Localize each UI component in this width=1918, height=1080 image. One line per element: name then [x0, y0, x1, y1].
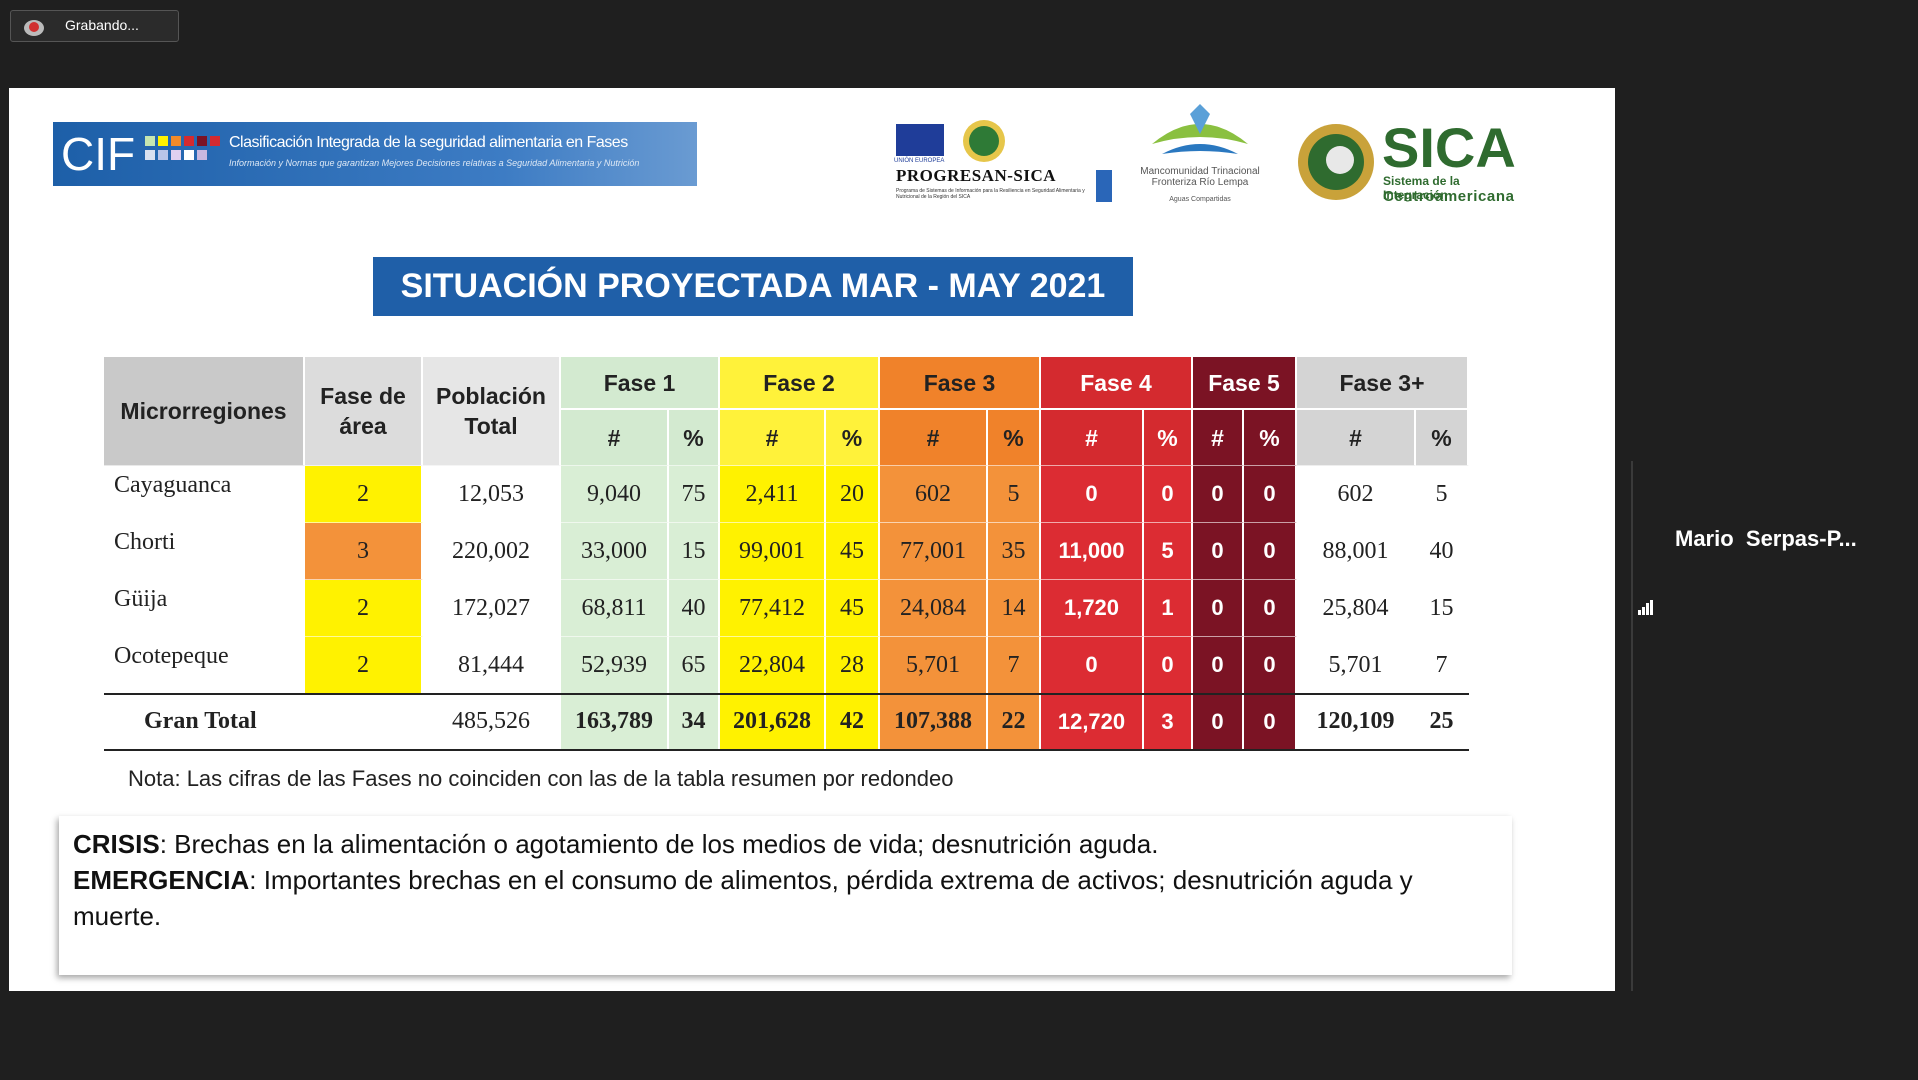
sica-sub2: Centroamericana [1383, 188, 1515, 205]
definition: EMERGENCIA: Importantes brechas en el co… [73, 862, 1498, 934]
progresan-logo: UNIÓN EUROPEA PROGRESAN-SICA Programa de… [894, 118, 1114, 208]
sica-emblem [1298, 124, 1374, 200]
definition-text: : Brechas en la alimentación o agotamien… [159, 829, 1159, 859]
divider [1631, 461, 1633, 991]
cif-banner: CIF Clasificación Integrada de la seguri… [53, 122, 697, 186]
progresan-name: PROGRESAN-SICA [896, 166, 1057, 185]
sica-logo: SICA Sistema de la Integración Centroame… [1296, 116, 1526, 205]
cif-subtitle: Información y Normas que garantizan Mejo… [229, 158, 640, 168]
mancomunidad-sub: Aguas Compartidas [1169, 196, 1231, 203]
slide-title: SITUACIÓN PROYECTADA MAR - MAY 2021 [373, 257, 1133, 316]
sica-name: SICA [1382, 116, 1516, 179]
recording-label: Grabando... [65, 17, 139, 33]
eu-label: UNIÓN EUROPEA [894, 158, 945, 164]
mancomunidad-name: Mancomunidad Trinacional Fronteriza Río … [1140, 166, 1260, 188]
cif-title: Clasificación Integrada de la seguridad … [229, 134, 628, 151]
table-note: Nota: Las cifras de las Fases no coincid… [128, 766, 954, 791]
record-icon [24, 20, 44, 36]
progresan-emblem [963, 120, 1005, 162]
definition-term: EMERGENCIA [73, 865, 250, 895]
signal-icon [1638, 600, 1653, 615]
mancomunidad-emblem [1152, 104, 1248, 154]
definitions-box: CRISIS: Brechas en la alimentación o ago… [59, 816, 1512, 975]
definition-text: : Importantes brechas en el consumo de a… [73, 865, 1413, 931]
progresan-sub: Programa de Sistemas de Información para… [896, 188, 1085, 200]
mancomunidad-logo: Mancomunidad Trinacional Fronteriza Río … [1138, 104, 1262, 208]
recording-indicator[interactable]: Grabando... [10, 10, 179, 42]
eu-flag [896, 124, 944, 156]
sica-sub1: Sistema de la Integración [1383, 174, 1460, 202]
participant-name: Mario Serpas-P... [1675, 526, 1857, 551]
undp-logo [1096, 170, 1112, 202]
definition: CRISIS: Brechas en la alimentación o ago… [73, 826, 1498, 862]
cif-color-squares [145, 136, 220, 160]
definition-term: CRISIS [73, 829, 160, 859]
cif-logo: CIF [61, 128, 136, 180]
